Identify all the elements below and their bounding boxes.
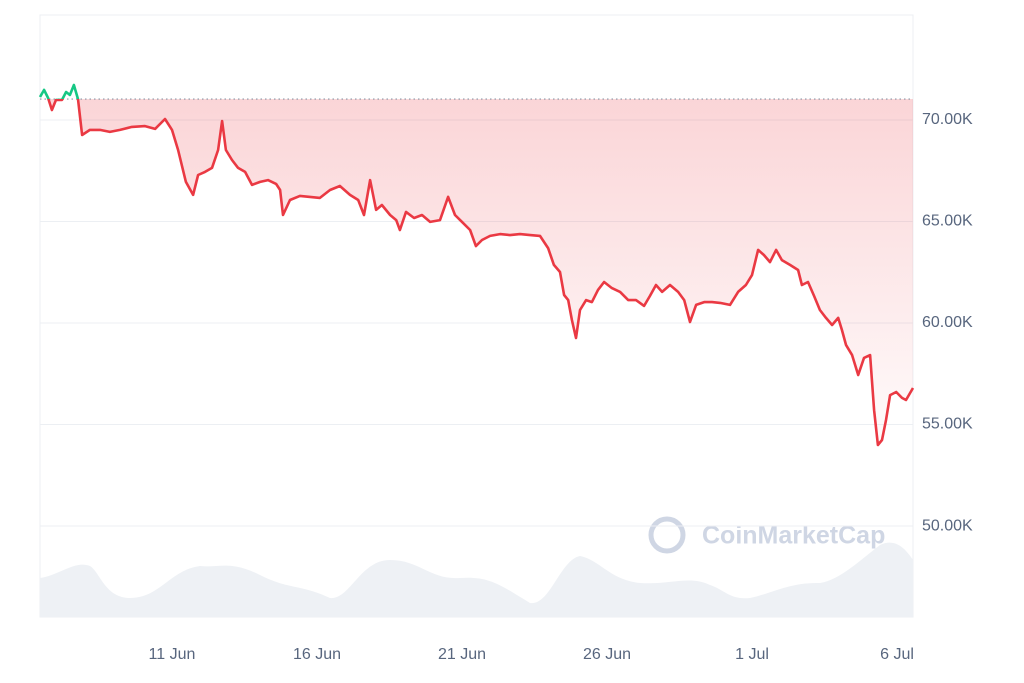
watermark-logo	[648, 516, 686, 554]
y-tick-label: 60.00K	[922, 314, 973, 331]
x-tick-label: 16 Jun	[293, 646, 341, 663]
y-tick-label: 70.00K	[922, 111, 973, 128]
y-tick-label: 55.00K	[922, 416, 973, 433]
x-tick-label: 11 Jun	[149, 646, 196, 663]
x-tick-label: 6 Jul	[880, 646, 914, 663]
marks	[38, 83, 915, 447]
x-tick-label: 21 Jun	[438, 646, 486, 663]
x-tick-label: 1 Jul	[735, 646, 769, 663]
x-tick-label: 26 Jun	[583, 646, 631, 663]
y-tick-label: 50.00K	[922, 517, 973, 534]
price-line	[38, 83, 915, 447]
labels: 50.00K 55.00K 60.00K 65.00K 70.00K 11 Jun 16 J…	[149, 111, 974, 663]
y-tick-label: 65.00K	[922, 213, 973, 230]
volume-area	[40, 542, 913, 617]
area-fill	[40, 99, 913, 445]
